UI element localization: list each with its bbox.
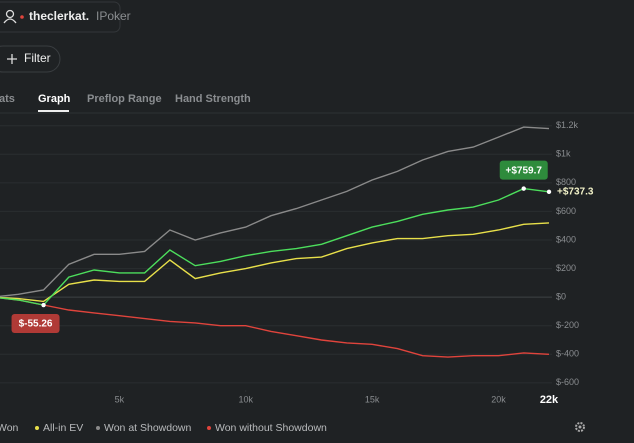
series-line: [0, 187, 550, 306]
legend-swatch: [207, 426, 211, 430]
legend-label: Won without Showdown: [215, 422, 327, 434]
legend-label: All-in EV: [43, 422, 83, 434]
x-tick-label: 10k: [238, 394, 253, 404]
data-point: [521, 186, 526, 191]
y-tick-label: $-600: [556, 377, 579, 387]
y-tick-label: $200: [556, 263, 576, 273]
y-tick-label: $-400: [556, 349, 579, 359]
legend-swatch: [96, 426, 100, 430]
value-badge-label: $-55.26: [19, 319, 53, 330]
y-tick-label: $0: [556, 292, 566, 302]
x-tick-label: 15k: [365, 394, 380, 404]
y-tick-label: $600: [556, 206, 576, 216]
y-tick-label: $800: [556, 177, 576, 187]
tab-underline: [38, 110, 69, 112]
user-chip[interactable]: [0, 1, 121, 33]
user-name: theclerkat.: [29, 9, 89, 23]
series-line: [0, 222, 550, 303]
tab[interactable]: Preflop Range: [87, 93, 162, 105]
tab[interactable]: Hand Strength: [175, 93, 251, 105]
y-tick-label: $400: [556, 234, 576, 244]
value-badge-label: +$759.7: [506, 165, 543, 176]
y-tick-label: $-200: [556, 320, 579, 330]
value-badge: [11, 314, 60, 334]
y-tick-label: $1.2k: [556, 120, 579, 130]
data-point: [41, 302, 46, 308]
series-line: [0, 297, 550, 358]
tab[interactable]: Graph: [38, 93, 71, 105]
legend-swatch: [35, 426, 39, 430]
series-line: [0, 126, 550, 298]
plus-icon: [7, 54, 17, 64]
legend-label: Won: [0, 422, 19, 434]
legend-label: Won at Showdown: [104, 422, 192, 434]
end-label: +$737.3: [557, 186, 594, 197]
filter-label: Filter: [24, 51, 51, 65]
status-dot: [20, 15, 24, 19]
filter-button[interactable]: [0, 45, 61, 73]
x-tick-label: 20k: [491, 394, 506, 404]
settings-icon[interactable]: [575, 422, 585, 432]
data-point: [546, 189, 552, 195]
user-site: IPoker: [96, 9, 131, 23]
x-tick-label: 22k: [540, 394, 559, 406]
y-tick-label: $1k: [556, 149, 571, 159]
value-badge: [499, 160, 548, 180]
x-tick-label: 5k: [115, 394, 125, 404]
user-icon: [3, 9, 17, 24]
tab[interactable]: Stats: [0, 93, 15, 105]
